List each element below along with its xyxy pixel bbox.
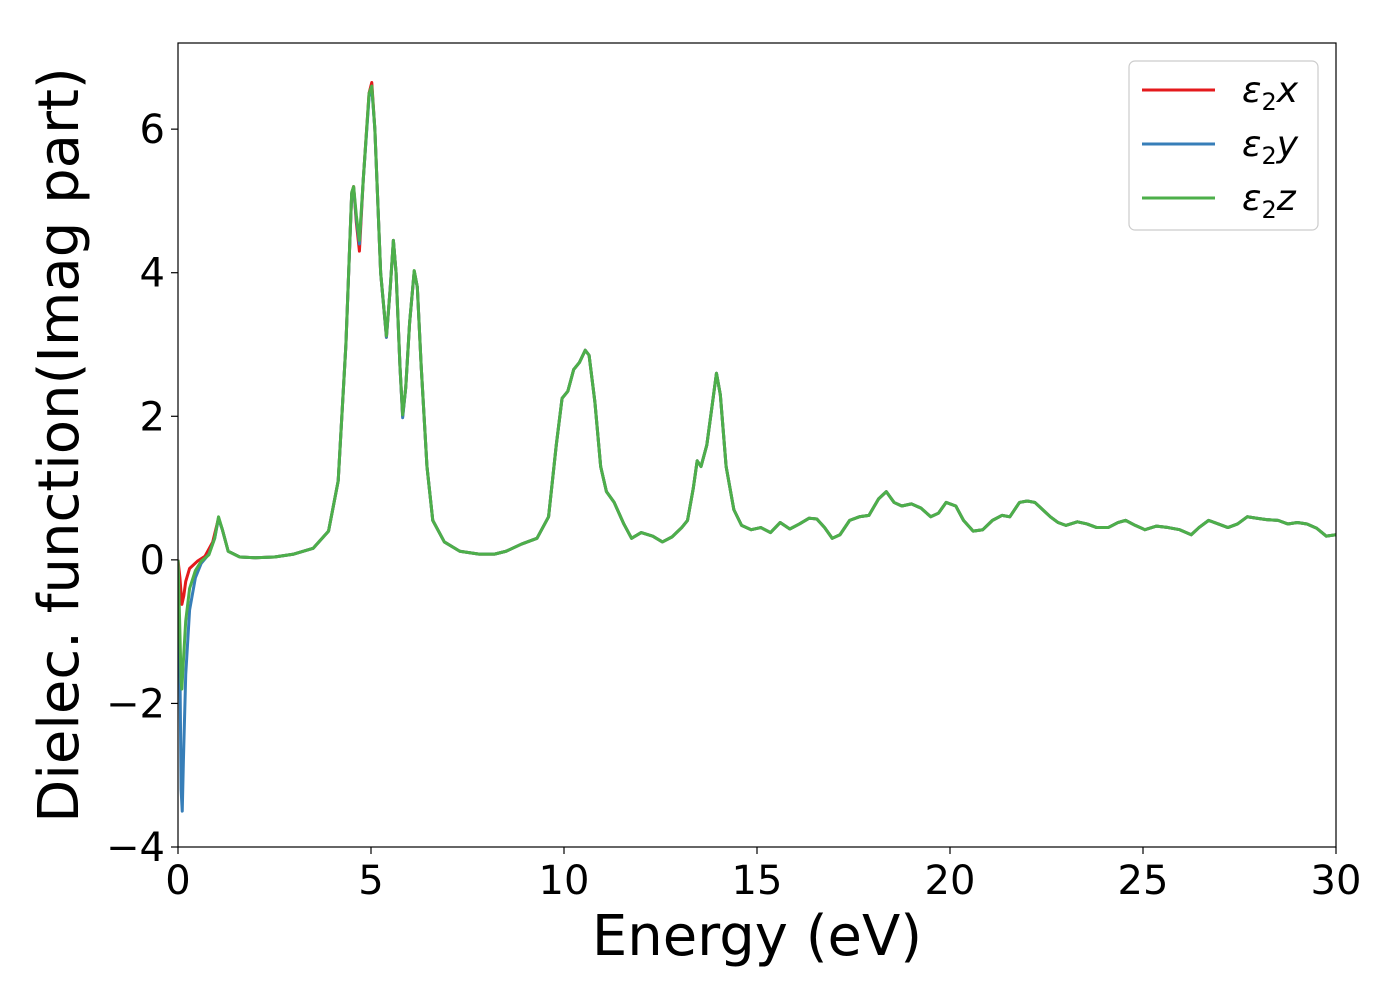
legend-symbol: ε bbox=[1242, 70, 1261, 111]
y-tick-label: 4 bbox=[140, 251, 165, 297]
legend-variable: x bbox=[1276, 70, 1299, 111]
x-tick-label: 5 bbox=[358, 858, 383, 904]
series-line-z bbox=[178, 84, 1336, 691]
legend-variable: y bbox=[1276, 124, 1299, 165]
legend-label-x: ε2x bbox=[1242, 70, 1299, 116]
y-axis: −4 −2 0 2 4 6 bbox=[106, 107, 178, 871]
y-axis-label: Dielec. function(Imag part) bbox=[27, 67, 92, 823]
x-tick-label: 15 bbox=[732, 858, 783, 904]
legend-subscript: 2 bbox=[1261, 142, 1276, 170]
legend-label-z: ε2z bbox=[1242, 178, 1297, 224]
x-tick-label: 10 bbox=[539, 858, 590, 904]
y-tick-label: 6 bbox=[140, 107, 165, 153]
legend-subscript: 2 bbox=[1261, 196, 1276, 224]
x-axis: 0 5 10 15 20 25 30 bbox=[165, 847, 1361, 904]
x-axis-label: Energy (eV) bbox=[592, 904, 922, 969]
y-tick-label: −2 bbox=[106, 681, 165, 727]
y-tick-label: 0 bbox=[140, 538, 165, 584]
legend-subscript: 2 bbox=[1261, 88, 1276, 116]
legend-symbol: ε bbox=[1242, 178, 1261, 219]
x-tick-label: 30 bbox=[1311, 858, 1362, 904]
x-tick-label: 25 bbox=[1118, 858, 1169, 904]
x-tick-label: 0 bbox=[165, 858, 190, 904]
legend-box bbox=[1128, 60, 1319, 231]
x-tick-label: 20 bbox=[925, 858, 976, 904]
legend-variable: z bbox=[1276, 178, 1297, 219]
y-tick-label: −4 bbox=[106, 825, 165, 871]
legend-symbol: ε bbox=[1242, 124, 1261, 165]
y-tick-label: 2 bbox=[140, 394, 165, 440]
legend-label-y: ε2y bbox=[1242, 124, 1299, 170]
series-layer bbox=[178, 80, 1336, 813]
